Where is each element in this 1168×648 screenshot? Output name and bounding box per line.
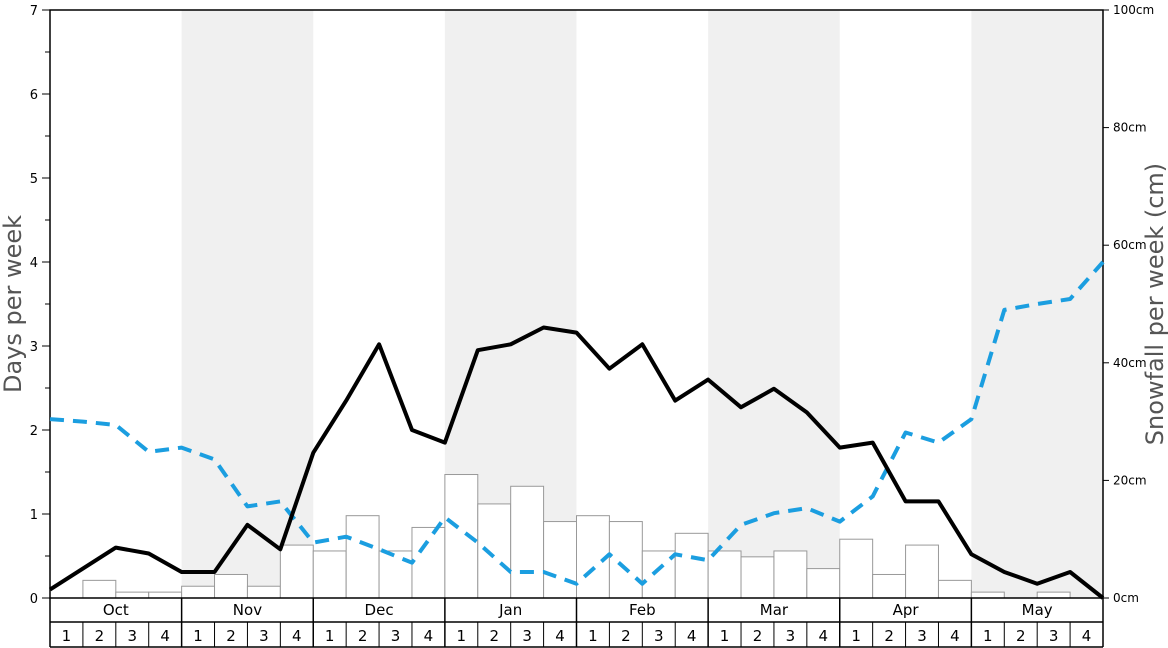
right-tick-label: 20cm bbox=[1113, 473, 1147, 487]
week-label: 2 bbox=[226, 627, 236, 645]
week-label: 2 bbox=[1016, 627, 1026, 645]
month-shade-may bbox=[971, 10, 1103, 598]
snowfall-bar bbox=[806, 568, 841, 599]
right-axis-title: Snowfall per week (cm) bbox=[1141, 163, 1168, 445]
snowfall-bar bbox=[674, 532, 709, 599]
month-shade-nov bbox=[181, 10, 314, 598]
week-label: 3 bbox=[917, 627, 927, 645]
left-axis-title: Days per week bbox=[0, 215, 27, 393]
week-label: 3 bbox=[522, 627, 532, 645]
week-label: 3 bbox=[259, 627, 269, 645]
snowfall-bar bbox=[937, 579, 972, 599]
right-axis: 0cm 20cm 40cm 60cm 80cm 100cm bbox=[1103, 3, 1154, 605]
week-label: 4 bbox=[950, 627, 960, 645]
snowfall-bar bbox=[148, 591, 183, 599]
month-shade-mar bbox=[708, 10, 840, 598]
week-label: 4 bbox=[819, 627, 829, 645]
month-label-apr: Apr bbox=[893, 601, 920, 619]
week-label: 1 bbox=[62, 627, 72, 645]
snowfall-bar bbox=[1036, 591, 1071, 599]
snowfall-bar bbox=[181, 585, 216, 599]
snowfall-bar bbox=[510, 485, 545, 599]
right-tick-label: 40cm bbox=[1113, 356, 1147, 370]
week-label: 1 bbox=[193, 627, 203, 645]
week-label: 2 bbox=[621, 627, 631, 645]
snowfall-bar bbox=[115, 591, 150, 599]
week-label: 3 bbox=[1049, 627, 1059, 645]
week-label: 2 bbox=[884, 627, 894, 645]
week-label: 4 bbox=[292, 627, 302, 645]
week-label: 1 bbox=[457, 627, 467, 645]
left-tick-label: 1 bbox=[30, 508, 38, 523]
week-label: 1 bbox=[851, 627, 861, 645]
month-label-may: May bbox=[1022, 601, 1053, 619]
week-label: 3 bbox=[654, 627, 664, 645]
month-label-feb: Feb bbox=[629, 601, 656, 619]
week-label: 2 bbox=[358, 627, 368, 645]
month-label-oct: Oct bbox=[103, 601, 129, 619]
snowfall-bar bbox=[707, 550, 742, 599]
right-tick-label: 80cm bbox=[1113, 121, 1147, 135]
month-label-dec: Dec bbox=[365, 601, 394, 619]
dashed-series-line bbox=[49, 260, 1105, 586]
week-label: 4 bbox=[555, 627, 565, 645]
week-label: 2 bbox=[753, 627, 763, 645]
week-label: 1 bbox=[325, 627, 335, 645]
snowfall-bar bbox=[279, 544, 314, 599]
week-label: 4 bbox=[1082, 627, 1092, 645]
month-label-jan: Jan bbox=[498, 601, 522, 619]
week-label: 2 bbox=[489, 627, 499, 645]
snowfall-bar bbox=[214, 573, 248, 599]
week-label: 1 bbox=[720, 627, 730, 645]
week-label: 4 bbox=[687, 627, 697, 645]
snowfall-bar bbox=[543, 521, 577, 599]
month-week-axis: Oct 1 2 3 4 Nov 1 2 3 4 Dec 1 2 3 4 Jan 1 2 3 4 Feb 1 2 3 4 Mar 1 2… bbox=[49, 598, 1104, 648]
week-label: 4 bbox=[424, 627, 434, 645]
left-axis: 0 1 2 3 4 5 6 7 bbox=[30, 4, 50, 607]
week-label: 4 bbox=[160, 627, 170, 645]
snowfall-bar bbox=[477, 503, 512, 599]
left-tick-label: 6 bbox=[30, 88, 38, 103]
snowfall-bar bbox=[608, 521, 643, 599]
snowfall-bar bbox=[905, 544, 939, 599]
snowfall-bar bbox=[740, 556, 775, 599]
week-label: 1 bbox=[588, 627, 598, 645]
left-tick-label: 7 bbox=[30, 4, 38, 19]
snowfall-bar bbox=[970, 591, 1005, 599]
snowfall-bar bbox=[246, 585, 281, 599]
snowfall-bar bbox=[411, 526, 446, 599]
snowfall-bar bbox=[773, 550, 808, 599]
week-label: 3 bbox=[127, 627, 137, 645]
snowfall-bar bbox=[444, 474, 479, 599]
snowfall-bar bbox=[839, 538, 874, 599]
snowfall-bar bbox=[641, 550, 676, 599]
month-label-mar: Mar bbox=[760, 601, 789, 619]
left-tick-label: 5 bbox=[30, 172, 38, 187]
snowfall-bar bbox=[872, 573, 907, 599]
left-tick-label: 4 bbox=[30, 256, 38, 271]
left-tick-label: 3 bbox=[30, 340, 38, 355]
month-label-nov: Nov bbox=[233, 601, 262, 619]
snowfall-bar bbox=[345, 515, 380, 599]
week-label: 1 bbox=[983, 627, 993, 645]
left-tick-label: 0 bbox=[30, 592, 38, 607]
month-shading bbox=[181, 10, 1103, 598]
week-label: 3 bbox=[786, 627, 796, 645]
right-tick-label: 0cm bbox=[1113, 591, 1139, 605]
week-label: 3 bbox=[391, 627, 401, 645]
week-label: 2 bbox=[95, 627, 105, 645]
snowfall-bar bbox=[378, 550, 413, 599]
snowfall-bar bbox=[312, 550, 347, 599]
right-tick-label: 100cm bbox=[1113, 3, 1154, 17]
right-tick-label: 60cm bbox=[1113, 238, 1147, 252]
left-tick-label: 2 bbox=[30, 424, 38, 439]
snowfall-bar bbox=[82, 579, 117, 599]
solid-series-line bbox=[48, 325, 1105, 600]
